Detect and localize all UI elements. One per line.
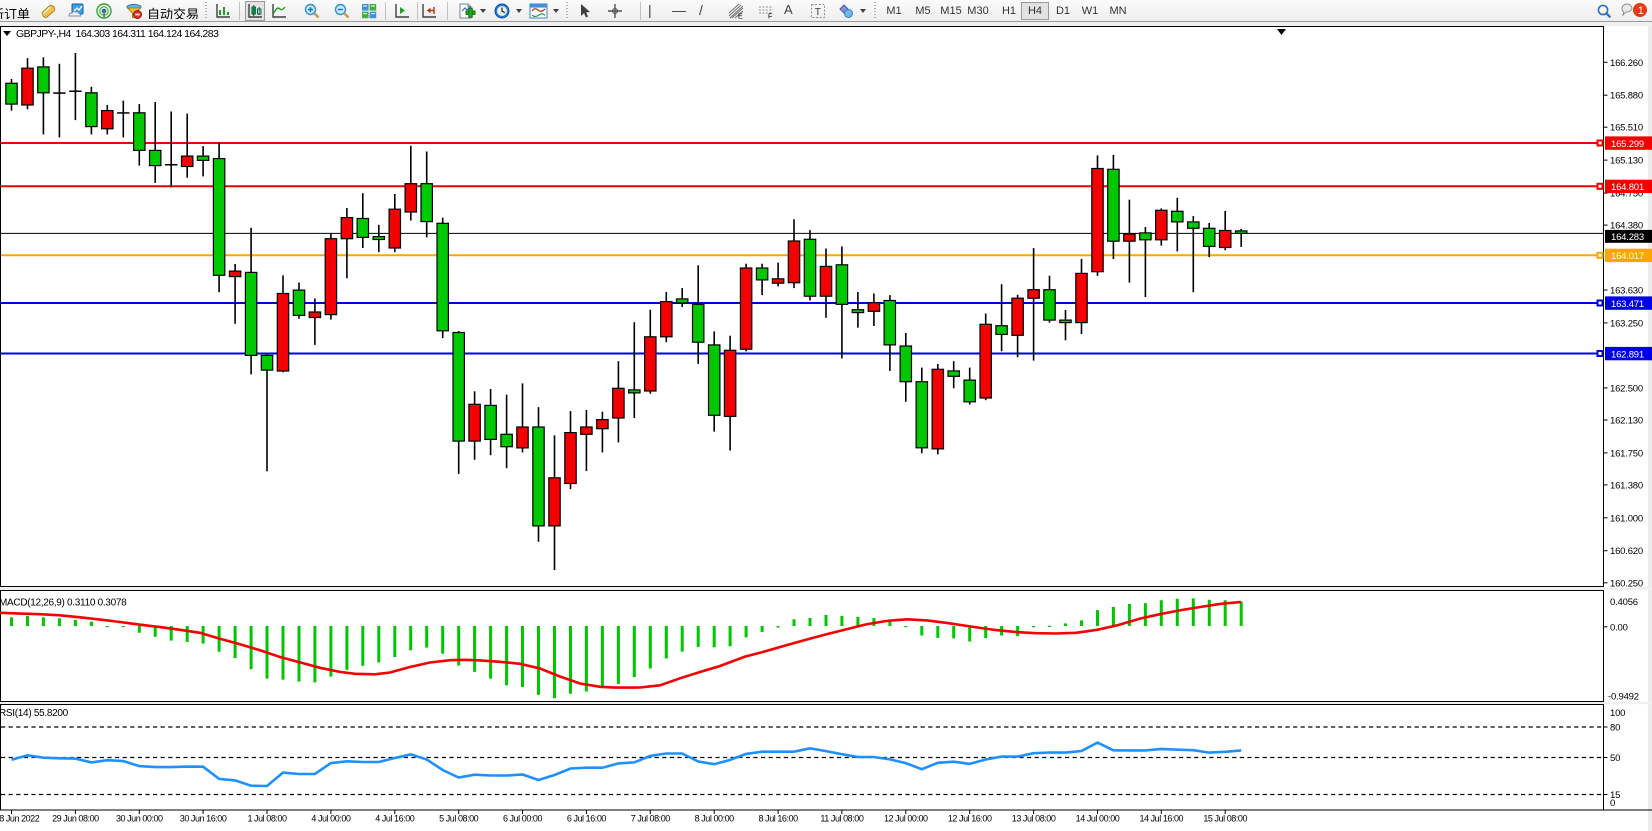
svg-text:F: F — [768, 14, 772, 20]
svg-text:164.801: 164.801 — [1611, 182, 1644, 193]
svg-text:5 Jul 08:00: 5 Jul 08:00 — [439, 814, 479, 824]
svg-text:14 Jul 16:00: 14 Jul 16:00 — [1139, 814, 1183, 824]
svg-text:4 Jul 00:00: 4 Jul 00:00 — [311, 814, 351, 824]
svg-text:12 Jul 16:00: 12 Jul 16:00 — [948, 814, 992, 824]
svg-text:28 Jun 2022: 28 Jun 2022 — [0, 814, 40, 824]
svg-text:11 Jul 08:00: 11 Jul 08:00 — [820, 814, 863, 824]
svg-text:6 Jul 16:00: 6 Jul 16:00 — [567, 814, 607, 824]
svg-text:8 Jul 00:00: 8 Jul 00:00 — [695, 814, 735, 824]
svg-text:29 Jun 08:00: 29 Jun 08:00 — [52, 814, 99, 824]
svg-text:14 Jul 00:00: 14 Jul 00:00 — [1076, 814, 1120, 824]
svg-text:164.380: 164.380 — [1610, 221, 1643, 232]
svg-text:162.130: 162.130 — [1610, 416, 1643, 427]
svg-text:161.380: 161.380 — [1610, 480, 1643, 491]
svg-text:8 Jul 16:00: 8 Jul 16:00 — [759, 814, 799, 824]
svg-text:6 Jul 00:00: 6 Jul 00:00 — [503, 814, 543, 824]
svg-text:E: E — [738, 14, 743, 20]
svg-text:162.891: 162.891 — [1611, 349, 1644, 360]
svg-text:160.250: 160.250 — [1610, 578, 1643, 589]
svg-text:0: 0 — [1610, 798, 1615, 809]
svg-text:165.130: 165.130 — [1610, 156, 1643, 167]
svg-text:MACD(12,26,9) 0.3110 0.3078: MACD(12,26,9) 0.3110 0.3078 — [0, 598, 127, 609]
svg-text:164.750: 164.750 — [1610, 189, 1643, 200]
svg-text:GBPJPY-,H4 164.303 164.311 16: GBPJPY-,H4 164.303 164.311 164.124 164.2… — [16, 28, 219, 40]
svg-text:162.500: 162.500 — [1610, 383, 1643, 394]
svg-text:7 Jul 08:00: 7 Jul 08:00 — [631, 814, 671, 824]
svg-text:163.250: 163.250 — [1610, 318, 1643, 329]
svg-text:163.471: 163.471 — [1611, 299, 1644, 310]
svg-text:0.4056: 0.4056 — [1610, 597, 1638, 608]
svg-text:160.620: 160.620 — [1610, 546, 1643, 557]
svg-text:80: 80 — [1610, 723, 1620, 734]
svg-text:T: T — [815, 6, 822, 18]
svg-text:15 Jul 08:00: 15 Jul 08:00 — [1203, 814, 1247, 824]
svg-text:100: 100 — [1610, 708, 1625, 719]
svg-text:RSI(14) 55.8200: RSI(14) 55.8200 — [0, 708, 69, 719]
svg-text:13 Jul 08:00: 13 Jul 08:00 — [1012, 814, 1056, 824]
svg-text:30 Jun 00:00: 30 Jun 00:00 — [116, 814, 163, 824]
svg-text:161.000: 161.000 — [1610, 513, 1643, 524]
svg-text:164.017: 164.017 — [1611, 251, 1644, 262]
svg-text:161.750: 161.750 — [1610, 448, 1643, 459]
svg-text:165.299: 165.299 — [1611, 139, 1644, 150]
svg-text:163.630: 163.630 — [1610, 286, 1643, 297]
svg-text:0.00: 0.00 — [1610, 622, 1628, 633]
svg-text:164.283: 164.283 — [1611, 232, 1644, 243]
svg-text:12 Jul 00:00: 12 Jul 00:00 — [884, 814, 928, 824]
svg-text:1: 1 — [1638, 5, 1644, 17]
svg-text:15: 15 — [1610, 790, 1620, 801]
svg-text:-0.9492: -0.9492 — [1608, 691, 1639, 702]
svg-text:4 Jul 16:00: 4 Jul 16:00 — [375, 814, 415, 824]
svg-text:165.510: 165.510 — [1610, 123, 1643, 134]
svg-text:30 Jun 16:00: 30 Jun 16:00 — [180, 814, 227, 824]
svg-text:165.880: 165.880 — [1610, 91, 1643, 102]
svg-text:1 Jul 08:00: 1 Jul 08:00 — [247, 814, 287, 824]
svg-text:50: 50 — [1610, 753, 1620, 764]
svg-text:166.260: 166.260 — [1610, 58, 1643, 69]
